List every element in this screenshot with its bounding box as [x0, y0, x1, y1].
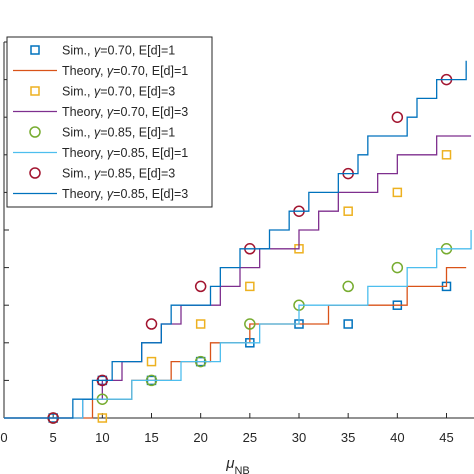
- x-axis-label: μNB: [225, 455, 250, 474]
- x-tick-label: 45: [439, 430, 453, 445]
- legend-item: Sim., γ=0.85, E[d]=3: [29, 167, 175, 181]
- legend-label-part: γ: [94, 167, 101, 181]
- legend-item: Theory, γ=0.85, E[d]=1: [13, 146, 188, 160]
- legend-item: Sim., γ=0.70, E[d]=3: [30, 85, 175, 99]
- legend-item: Theory, γ=0.85, E[d]=3: [13, 187, 188, 201]
- legend-label-part: Theory,: [62, 146, 107, 160]
- x-tick-label: 40: [390, 430, 404, 445]
- legend-box: [6, 36, 213, 208]
- x-axis-label-sub: NB: [234, 465, 249, 474]
- legend-label: Theory, γ=0.70, E[d]=1: [62, 64, 188, 78]
- legend-item: Sim., γ=0.70, E[d]=1: [30, 44, 175, 58]
- x-tick-label: 10: [95, 430, 109, 445]
- data-point: [343, 206, 353, 216]
- data-point: [244, 318, 256, 330]
- series-line: [4, 60, 467, 419]
- legend-label: Sim., γ=0.85, E[d]=3: [62, 167, 175, 181]
- data-point: [391, 261, 404, 274]
- legend-label-part: γ: [94, 126, 101, 140]
- legend-label-part: =0.85, E[d]=1: [100, 126, 175, 140]
- x-tick-label: 5: [50, 430, 57, 445]
- legend-marker-swatch: [30, 86, 40, 96]
- x-tick-label: 25: [243, 430, 257, 445]
- legend-item: Theory, γ=0.70, E[d]=3: [13, 105, 188, 119]
- legend-label-part: γ: [107, 64, 114, 78]
- data-point: [194, 280, 207, 293]
- data-point: [145, 318, 158, 330]
- x-axis-label-main: μ: [225, 455, 234, 472]
- legend-label-part: =0.70, E[d]=3: [113, 105, 188, 119]
- data-point: [97, 413, 108, 423]
- legend-label-part: =0.85, E[d]=1: [113, 146, 188, 160]
- legend-label-part: γ: [94, 44, 101, 58]
- legend-label-part: Theory,: [62, 187, 107, 201]
- legend-label-part: γ: [94, 85, 101, 99]
- data-point: [195, 319, 206, 329]
- x-tick-label: 15: [144, 430, 158, 445]
- legend-label-part: =0.85, E[d]=3: [113, 187, 188, 201]
- legend-label-part: =0.70, E[d]=1: [113, 64, 188, 78]
- legend-marker-swatch: [29, 126, 41, 138]
- series-6: [4, 230, 472, 419]
- legend-label-part: Sim.,: [62, 44, 94, 58]
- legend-label-part: Sim.,: [62, 126, 94, 140]
- legend-label-part: γ: [107, 187, 114, 201]
- x-tick-label: 30: [292, 430, 306, 445]
- data-point: [343, 319, 353, 329]
- legend-label-part: γ: [107, 146, 114, 160]
- legend-label-part: =0.70, E[d]=1: [100, 44, 175, 58]
- data-point: [441, 150, 452, 160]
- legend-marker-swatch: [29, 167, 41, 179]
- legend-label-part: Sim.,: [62, 85, 94, 99]
- legend-label-part: Theory,: [62, 64, 107, 78]
- x-tick-label: 0: [0, 430, 7, 445]
- data-point: [391, 111, 404, 123]
- series-line: [4, 230, 472, 419]
- series-layer: [4, 60, 472, 424]
- legend-label-part: =0.70, E[d]=3: [100, 85, 175, 99]
- legend-label-part: Theory,: [62, 105, 107, 119]
- legend-label-part: Sim.,: [62, 167, 94, 181]
- data-point: [392, 187, 403, 198]
- legend-item: Theory, γ=0.70, E[d]=1: [13, 64, 188, 78]
- legend-label: Sim., γ=0.70, E[d]=3: [62, 85, 175, 99]
- legend-item: Sim., γ=0.85, E[d]=1: [29, 126, 175, 140]
- legend-label: Theory, γ=0.70, E[d]=3: [62, 105, 188, 119]
- data-point: [342, 280, 354, 293]
- x-tick-label: 20: [193, 430, 207, 445]
- legend-label: Sim., γ=0.85, E[d]=1: [62, 126, 175, 140]
- legend-label-part: γ: [107, 105, 114, 119]
- x-tick-label: 35: [341, 430, 355, 445]
- legend-label: Theory, γ=0.85, E[d]=3: [62, 187, 188, 201]
- data-point: [245, 281, 255, 292]
- legend-label: Theory, γ=0.85, E[d]=1: [62, 146, 188, 160]
- series-3: [97, 150, 452, 423]
- legend-label: Sim., γ=0.70, E[d]=1: [62, 44, 175, 58]
- series-8: [4, 60, 467, 419]
- legend-label-part: =0.85, E[d]=3: [100, 167, 175, 181]
- data-point: [146, 356, 157, 367]
- legend-marker-swatch: [30, 45, 40, 55]
